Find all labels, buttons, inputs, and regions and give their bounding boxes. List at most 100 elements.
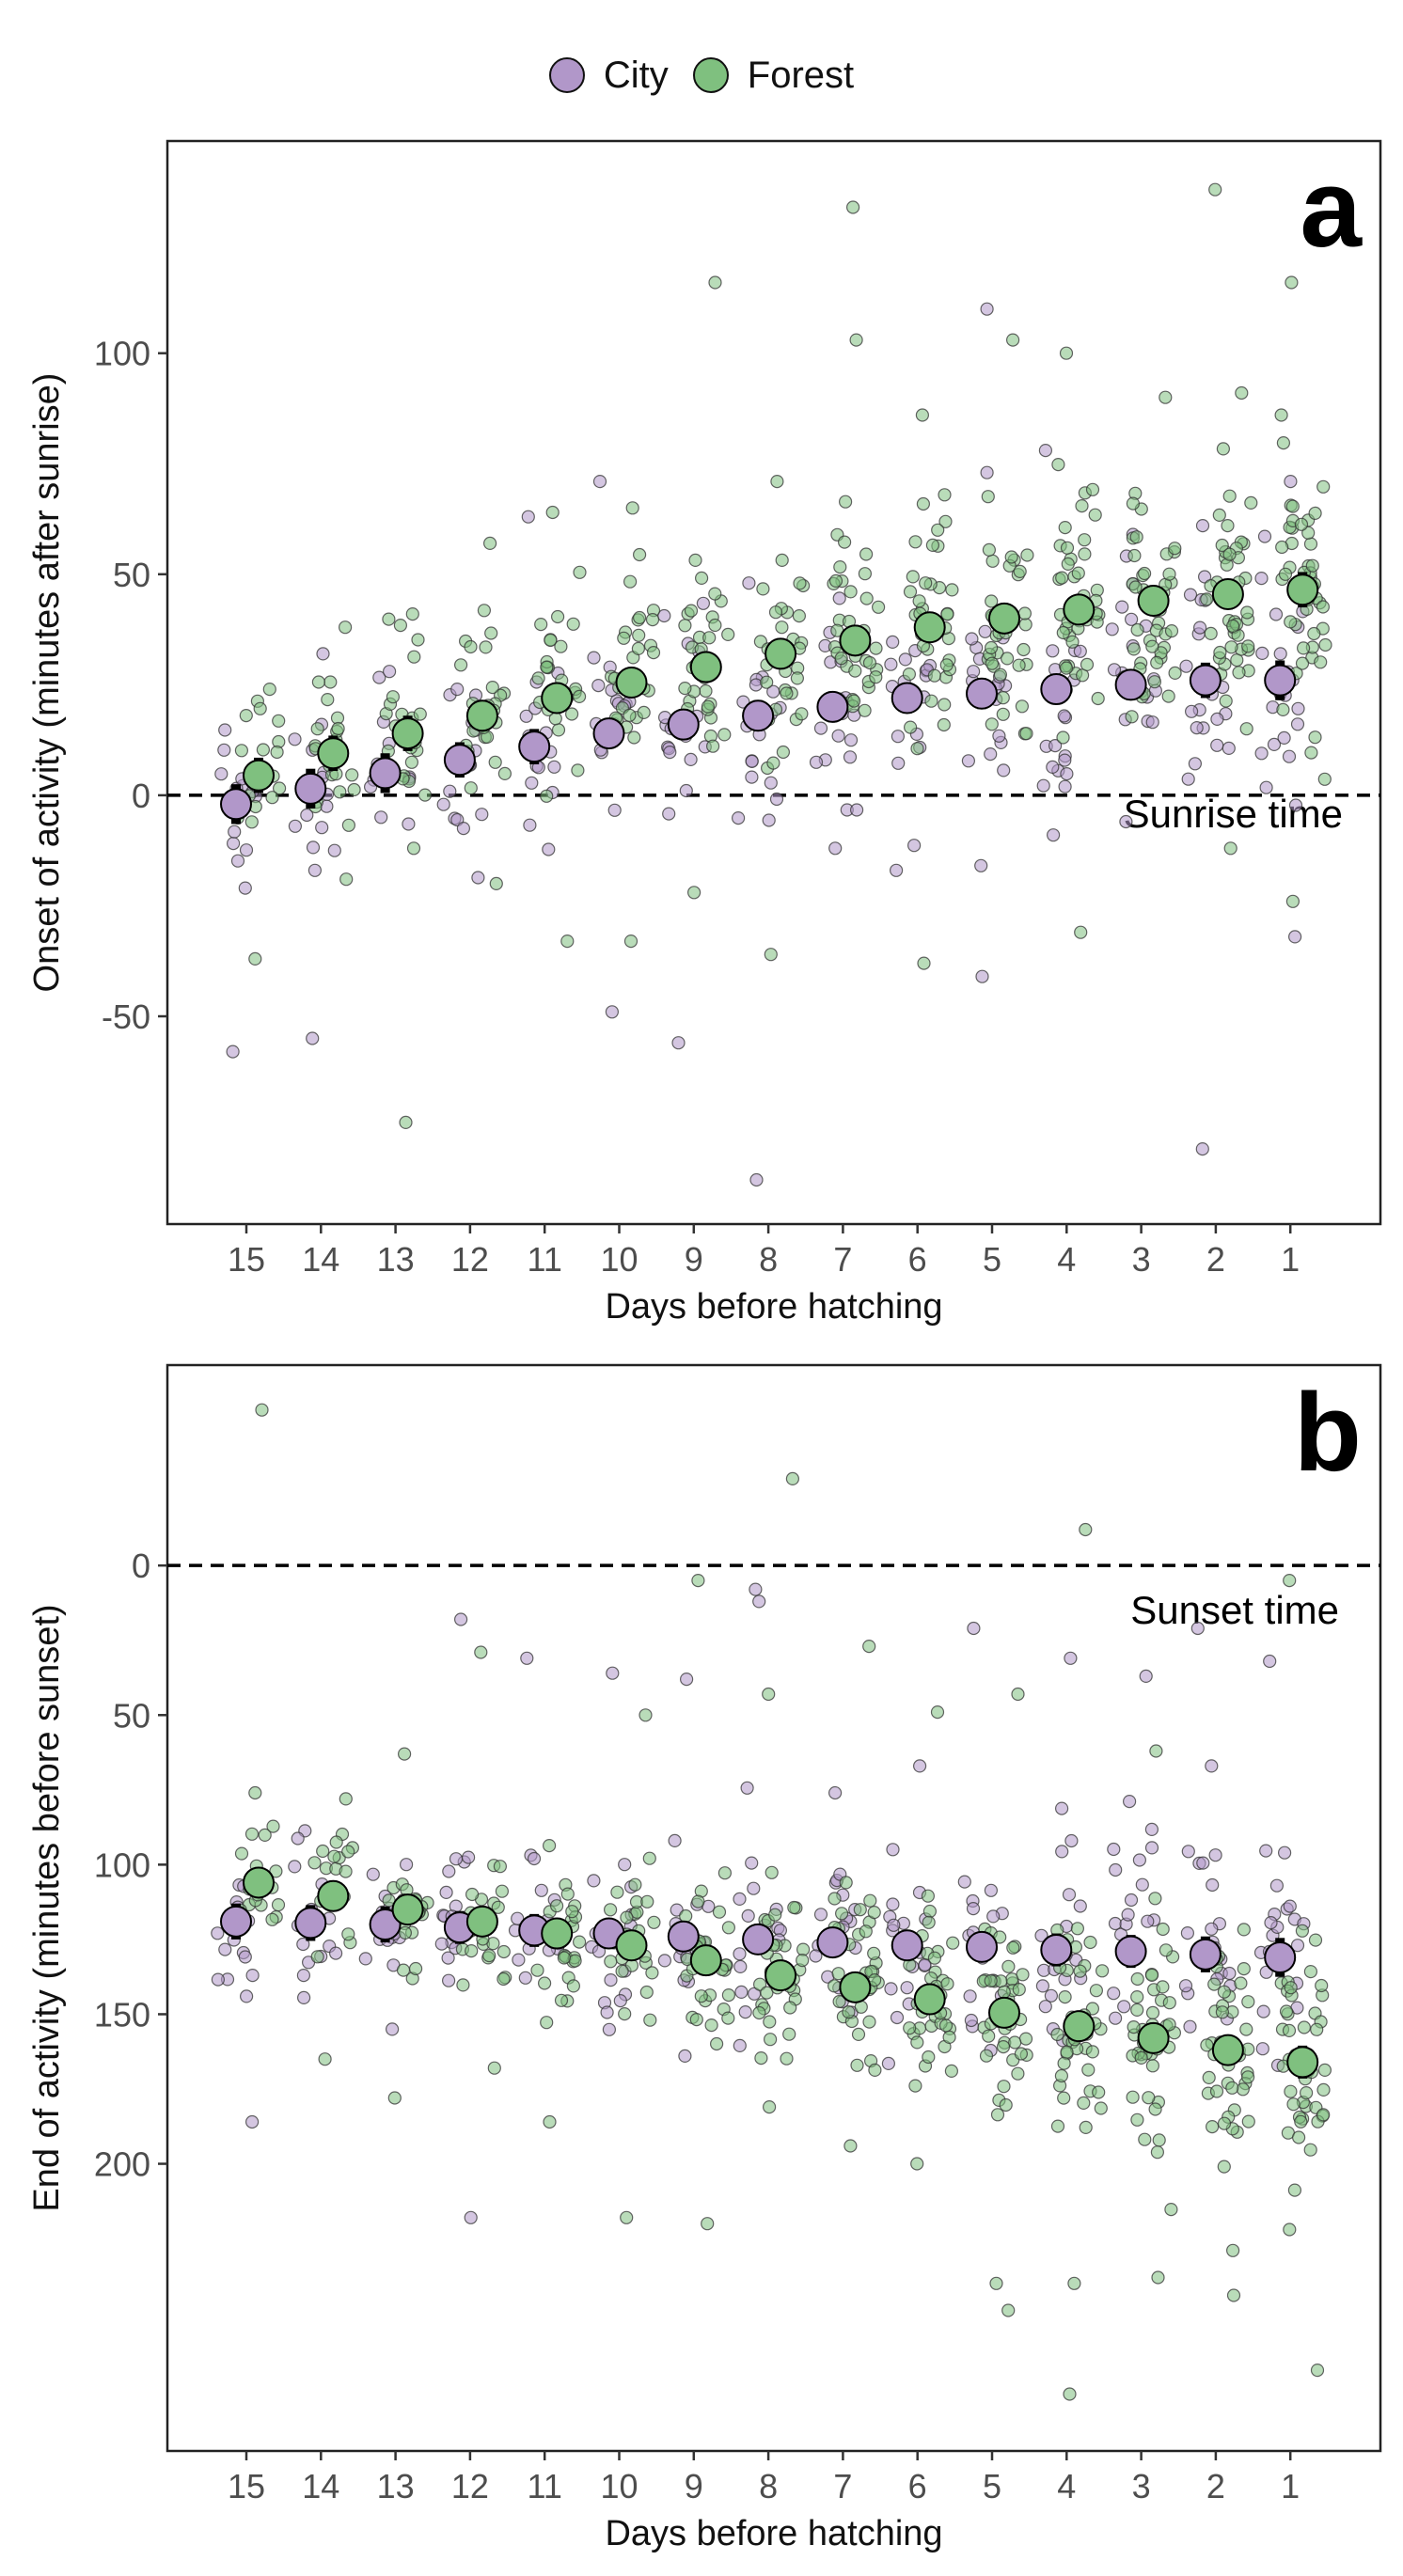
forest-observation-point [248,951,262,966]
city-observation-point [1105,622,1119,636]
forest-observation-point [341,1927,355,1941]
city-mean-point [1264,664,1297,697]
forest-observation-point [623,934,638,949]
x-tick-label: 14 [302,1240,339,1279]
city-observation-point [1064,1833,1079,1848]
city-observation-point [828,841,843,856]
forest-observation-point [770,474,784,489]
forest-observation-point [997,2080,1011,2094]
city-observation-point [764,776,778,790]
city-mean-point [816,690,849,723]
forest-observation-point [1226,2288,1241,2302]
forest-observation-point [1316,2108,1331,2122]
forest-observation-point [1089,1984,1104,1998]
forest-observation-point [1019,727,1033,741]
x-axis-title: Days before hatching [605,2514,942,2553]
forest-observation-point [1276,702,1290,717]
city-observation-point [1108,2011,1123,2025]
forest-observation-point [705,739,720,753]
plot-frame [166,139,1382,1226]
y-tick-label: 50 [113,1696,150,1735]
city-observation-point [831,729,845,743]
city-observation-point [1290,1939,1305,1953]
forest-observation-point [1294,2114,1308,2128]
forest-mean-point [1286,573,1319,606]
city-observation-point [813,721,828,735]
forest-observation-point [1011,2066,1025,2081]
forest-observation-point [1204,626,1218,641]
city-observation-point [1046,828,1061,842]
forest-observation-point [1058,520,1072,535]
city-observation-point [671,1036,686,1050]
forest-observation-point [916,496,931,511]
city-observation-point [679,1672,694,1687]
forest-observation-point [1059,346,1074,360]
city-observation-point [742,576,756,590]
forest-mean-point [988,602,1020,635]
forest-observation-point [639,1985,654,2000]
forest-observation-point [756,582,770,596]
city-mean-point [966,677,998,710]
forest-observation-point [631,641,646,656]
city-observation-point [1263,1654,1277,1669]
city-observation-point [511,1911,525,1925]
city-observation-point [1107,1987,1121,2001]
city-observation-point [1269,1878,1285,1893]
forest-observation-point [1225,619,1240,634]
forest-observation-point [239,708,253,723]
city-mean-point [742,699,775,732]
forest-observation-point [850,2058,864,2072]
city-mean-point [592,717,625,750]
forest-observation-point [768,1908,782,1922]
forest-observation-point [1012,658,1026,672]
forest-observation-point [253,701,267,715]
city-observation-point [1073,1899,1087,1913]
forest-observation-point [1295,1924,1310,1938]
forest-observation-point [1162,2018,1176,2032]
city-observation-point [288,1860,302,1874]
forest-observation-point [843,585,858,599]
forest-observation-point [782,2027,796,2041]
forest-observation-point [1285,894,1301,908]
city-mean-point [966,1930,998,1963]
city-observation-point [745,770,759,784]
forest-mean-point [1211,577,1244,610]
forest-observation-point [1284,615,1298,629]
y-tick-label: 100 [94,335,150,373]
forest-observation-point [946,1936,960,1950]
forest-observation-point [1234,1976,1248,1990]
x-tick-label: 10 [600,2467,638,2505]
forest-observation-point [497,1971,511,1987]
city-observation-point [679,783,693,798]
forest-mean-point [317,1879,350,1912]
forest-observation-point [867,1905,881,1920]
forest-observation-point [910,742,924,756]
city-observation-point [211,1926,225,1940]
city-observation-point [1046,760,1060,775]
forest-observation-point [827,1979,842,1993]
city-observation-point [1038,444,1053,458]
city-observation-point [245,1969,260,1983]
city-observation-point [1181,772,1195,786]
forest-observation-point [638,1708,653,1722]
forest-observation-point [248,1785,262,1800]
forest-observation-point [474,1645,488,1659]
forest-observation-point [1316,479,1331,494]
forest-observation-point [1303,537,1318,551]
forest-observation-point [262,682,276,697]
forest-observation-point [1081,2063,1096,2077]
forest-observation-point [398,1747,412,1761]
forest-observation-point [1054,2068,1069,2083]
forest-observation-point [479,640,493,654]
city-mean-point [1114,668,1147,701]
city-observation-point [809,755,824,769]
forest-observation-point [1150,2145,1165,2160]
city-observation-point [439,1885,453,1900]
y-tick-label: 150 [94,1995,150,2034]
forest-observation-point [318,2052,332,2066]
forest-observation-point [625,501,639,515]
forest-observation-point [271,1897,286,1912]
forest-observation-point [1224,640,1238,654]
city-observation-point [906,839,922,853]
forest-observation-point [418,788,433,802]
